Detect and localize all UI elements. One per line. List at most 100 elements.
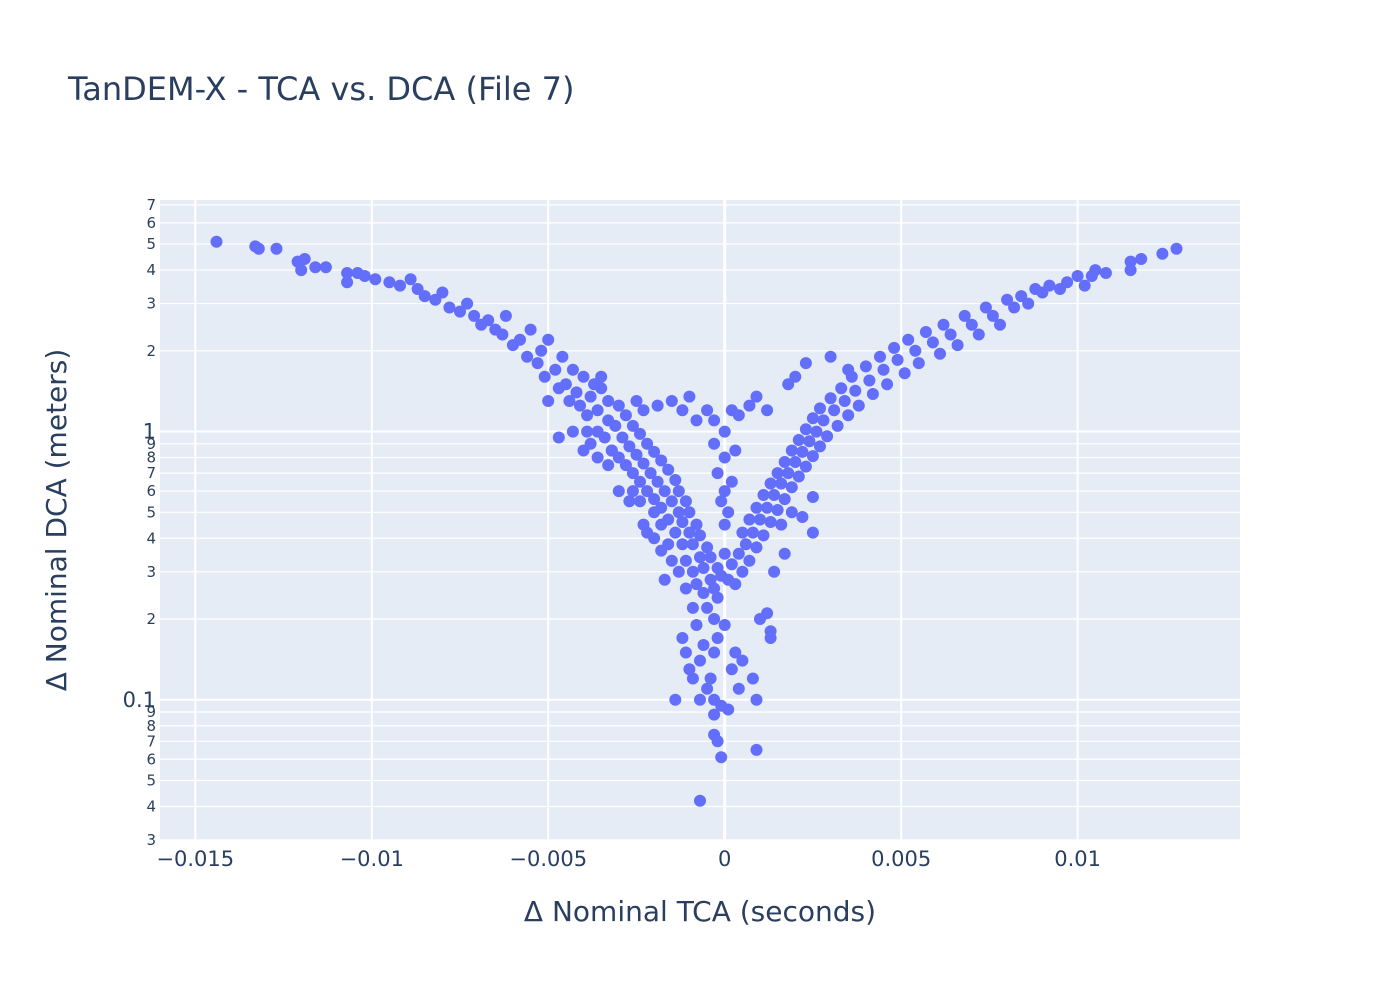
- scatter-point: [648, 493, 661, 506]
- scatter-point: [584, 390, 597, 403]
- scatter-point: [704, 672, 717, 685]
- scatter-point: [295, 264, 308, 277]
- scatter-point: [757, 529, 770, 542]
- scatter-point: [718, 619, 731, 631]
- scatter-point: [919, 326, 932, 338]
- scatter-point: [725, 475, 738, 488]
- y-tick-label: 2: [146, 610, 156, 628]
- scatter-point: [771, 504, 784, 516]
- scatter-point: [708, 414, 721, 427]
- scatter-point: [669, 526, 682, 539]
- scatter-point: [694, 529, 706, 542]
- scatter-point: [888, 341, 901, 354]
- scatter-point: [538, 370, 551, 383]
- scatter-point: [641, 437, 654, 450]
- scatter-point: [672, 485, 685, 498]
- scatter-point: [496, 328, 509, 341]
- scatter-point: [828, 404, 841, 417]
- scatter-point: [775, 518, 788, 531]
- scatter-point: [782, 378, 795, 391]
- scatter-point: [697, 587, 710, 599]
- scatter-point: [729, 578, 742, 591]
- scatter-point: [979, 301, 992, 314]
- scatter-point: [644, 467, 657, 480]
- scatter-point: [701, 404, 714, 417]
- scatter-point: [1043, 279, 1056, 292]
- scatter-point: [658, 573, 671, 586]
- scatter-point: [912, 357, 925, 370]
- scatter-point: [574, 399, 586, 412]
- scatter-point: [965, 318, 978, 331]
- scatter-point: [521, 350, 534, 363]
- scatter-point: [683, 526, 696, 539]
- scatter-point: [796, 445, 809, 458]
- scatter-point: [1071, 270, 1084, 282]
- scatter-point: [708, 708, 721, 721]
- scatter-point: [616, 431, 629, 444]
- scatter-point: [683, 663, 696, 676]
- scatter-point: [1078, 279, 1091, 292]
- scatter-point: [817, 414, 830, 427]
- scatter-point: [524, 323, 537, 336]
- scatter-point: [722, 703, 735, 716]
- scatter-point: [591, 404, 604, 417]
- scatter-point: [708, 613, 721, 625]
- scatter-point: [799, 357, 812, 370]
- scatter-point: [566, 363, 579, 376]
- scatter-point: [764, 516, 777, 528]
- y-tick-label: 9: [146, 435, 156, 453]
- scatter-point: [676, 516, 689, 528]
- scatter-point: [958, 309, 971, 322]
- scatter-point: [1015, 290, 1028, 303]
- scatter-point: [718, 547, 731, 560]
- scatter-point: [768, 565, 781, 578]
- scatter-point: [665, 495, 678, 508]
- scatter-point: [708, 582, 721, 595]
- scatter-point: [768, 489, 781, 501]
- scatter-point: [782, 467, 795, 480]
- scatter-point: [718, 518, 731, 531]
- scatter-point: [994, 318, 1006, 331]
- scatter-point: [676, 538, 689, 551]
- scatter-point: [369, 273, 382, 286]
- scatter-point: [877, 363, 890, 376]
- scatter-point: [842, 409, 855, 422]
- scatter-point: [715, 495, 728, 508]
- scatter-point: [683, 506, 696, 519]
- scatter-point: [750, 390, 763, 403]
- scatter-point: [626, 485, 639, 498]
- y-tick-label: 4: [146, 261, 156, 279]
- scatter-point: [581, 425, 594, 438]
- scatter-point: [1085, 270, 1098, 282]
- scatter-point: [686, 538, 699, 551]
- scatter-point: [796, 511, 809, 523]
- scatter-point: [436, 286, 449, 299]
- scatter-point: [563, 395, 576, 407]
- chart-title: TanDEM-X - TCA vs. DCA (File 7): [67, 70, 575, 108]
- scatter-point: [718, 485, 731, 498]
- scatter-point: [743, 399, 756, 412]
- y-tick-label: 4: [146, 529, 156, 547]
- scatter-point: [570, 386, 583, 399]
- scatter-point: [637, 457, 650, 470]
- scatter-point: [626, 419, 639, 432]
- scatter-point: [842, 363, 855, 376]
- scatter-point: [852, 399, 865, 412]
- x-tick-label: 0.01: [1054, 847, 1101, 871]
- y-tick-label: 6: [146, 482, 156, 500]
- scatter-point: [704, 551, 717, 564]
- scatter-point: [711, 467, 724, 480]
- y-tick-label: 3: [146, 831, 156, 849]
- scatter-point: [750, 541, 763, 554]
- scatter-point: [736, 654, 749, 667]
- scatter-point: [690, 518, 703, 531]
- scatter-point: [542, 395, 555, 407]
- y-tick-label: 8: [146, 717, 156, 735]
- scatter-point: [729, 646, 742, 659]
- scatter-point: [341, 267, 354, 279]
- scatter-point: [701, 682, 714, 695]
- scatter-point: [754, 613, 766, 625]
- scatter-point: [298, 253, 311, 265]
